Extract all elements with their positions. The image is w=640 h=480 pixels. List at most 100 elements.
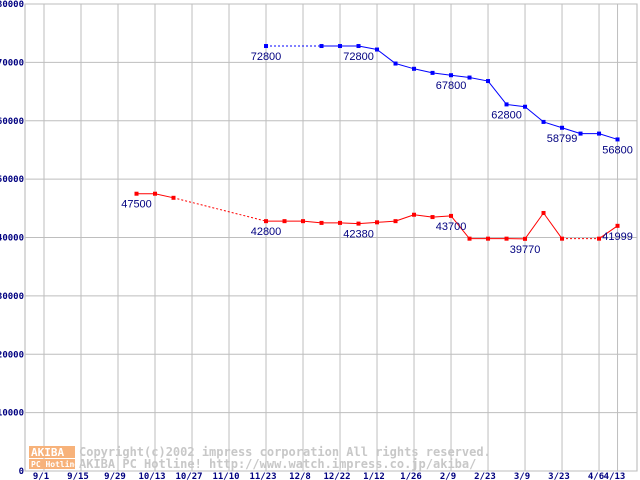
series-line-segment bbox=[302, 220, 322, 224]
data-point bbox=[523, 236, 528, 241]
data-label: 58799 bbox=[547, 133, 578, 145]
series-line-segment bbox=[395, 63, 415, 70]
data-label: 67800 bbox=[436, 80, 467, 92]
data-point bbox=[393, 61, 398, 66]
series-line-segment bbox=[358, 45, 378, 51]
data-point bbox=[393, 219, 398, 224]
x-tick-label: 2/9 bbox=[440, 472, 456, 480]
logo-akiba: AKIBA bbox=[31, 446, 64, 459]
data-point bbox=[264, 44, 269, 49]
data-point bbox=[375, 47, 380, 52]
series-line-segment bbox=[432, 215, 452, 218]
x-axis-ticks: 9/1 9/15 9/29 10/13 10/27 11/10 11/23 12/8 12/22… bbox=[33, 472, 626, 480]
y-tick-label: 60000 bbox=[0, 117, 24, 127]
series-line-segment bbox=[598, 133, 618, 140]
data-point bbox=[319, 220, 324, 225]
series-line-segment bbox=[561, 127, 581, 135]
series-line-segment bbox=[339, 222, 359, 225]
logo-top-bg bbox=[29, 446, 75, 458]
data-point bbox=[430, 215, 435, 220]
data-point bbox=[560, 125, 565, 130]
series-line-segment bbox=[395, 214, 415, 222]
y-tick-label: 30000 bbox=[0, 292, 24, 302]
series-line-segment bbox=[506, 103, 526, 108]
series-line-segment bbox=[524, 106, 544, 123]
x-tick-label: 2/23 bbox=[474, 472, 496, 480]
data-label: 43700 bbox=[436, 221, 467, 233]
data-point bbox=[615, 223, 620, 228]
series-line-segment bbox=[543, 121, 563, 129]
series-blue: 72800 72800 67800 62800 58799 56800 bbox=[251, 44, 633, 156]
x-tick-label: 9/15 bbox=[67, 472, 89, 480]
data-label: 72800 bbox=[251, 51, 282, 63]
data-label: 42380 bbox=[343, 229, 374, 241]
series-line-segment bbox=[469, 77, 489, 82]
watermark: AKIBA PC Hotline! Copyright(c)2002 impre… bbox=[29, 445, 491, 471]
data-label: 39770 bbox=[510, 244, 541, 256]
data-point bbox=[319, 44, 324, 49]
data-point bbox=[449, 213, 454, 218]
data-point bbox=[504, 102, 509, 107]
x-tick-label: 9/1 bbox=[33, 472, 49, 480]
data-point bbox=[578, 131, 583, 136]
data-label: 41999 bbox=[602, 231, 633, 243]
data-point bbox=[467, 75, 472, 80]
series-line-segment bbox=[432, 72, 452, 76]
data-point bbox=[523, 104, 528, 109]
data-point bbox=[467, 236, 472, 241]
data-label: 47500 bbox=[121, 199, 152, 211]
y-tick-label: 80000 bbox=[0, 0, 24, 10]
series-line-segment bbox=[376, 49, 396, 64]
data-point bbox=[560, 236, 565, 241]
x-tick-label: 12/8 bbox=[289, 472, 311, 480]
series-line-segment bbox=[487, 80, 507, 105]
series-layer: 72800 72800 67800 62800 58799 56800 47500 42800… bbox=[121, 44, 633, 256]
data-point bbox=[356, 221, 361, 226]
x-tick-label: 11/23 bbox=[249, 472, 276, 480]
series-line-segment bbox=[413, 68, 433, 74]
data-point bbox=[504, 236, 509, 241]
x-tick-label: 4/6 bbox=[588, 472, 604, 480]
series-red: 47500 42800 42380 43700 39770 41999 bbox=[121, 191, 633, 256]
x-tick-label: 11/10 bbox=[212, 472, 239, 480]
x-tick-label: 3/23 bbox=[548, 472, 570, 480]
data-point bbox=[486, 79, 491, 84]
y-tick-label: 10000 bbox=[0, 409, 24, 419]
y-tick-label: 0 bbox=[19, 467, 24, 477]
data-point bbox=[541, 210, 546, 215]
site-url-text: AKIBA PC Hotline! http://www.watch.impre… bbox=[79, 457, 476, 471]
x-tick-label: 4/13 bbox=[604, 472, 626, 480]
x-tick-label: 10/13 bbox=[138, 472, 165, 480]
data-label: 42800 bbox=[251, 226, 282, 238]
data-label: 62800 bbox=[491, 109, 522, 121]
x-tick-label: 10/27 bbox=[175, 472, 202, 480]
y-axis-ticks: 0 10000 20000 30000 40000 50000 60000 70000 8000… bbox=[0, 0, 24, 477]
series-line-segment bbox=[358, 221, 378, 225]
data-point bbox=[541, 119, 546, 124]
data-point bbox=[486, 236, 491, 241]
data-point bbox=[171, 195, 176, 200]
data-point bbox=[338, 220, 343, 225]
grid bbox=[24, 3, 638, 472]
data-point bbox=[282, 219, 287, 224]
y-tick-label: 20000 bbox=[0, 350, 24, 360]
data-point bbox=[375, 220, 380, 225]
data-point bbox=[412, 66, 417, 71]
x-tick-label: 3/9 bbox=[514, 472, 530, 480]
series-line-segment bbox=[154, 193, 174, 199]
data-point bbox=[430, 70, 435, 75]
series-line-segment bbox=[543, 212, 563, 239]
data-point bbox=[134, 191, 139, 196]
data-point bbox=[338, 44, 343, 49]
x-tick-label: 1/12 bbox=[363, 472, 385, 480]
data-label: 72800 bbox=[343, 51, 374, 63]
y-tick-label: 40000 bbox=[0, 234, 24, 244]
series-line-segment bbox=[450, 74, 470, 79]
x-tick-label: 1/26 bbox=[400, 472, 422, 480]
data-point bbox=[597, 236, 602, 241]
y-tick-label: 50000 bbox=[0, 175, 24, 185]
series-line-segment bbox=[598, 225, 618, 240]
x-tick-label: 12/22 bbox=[323, 472, 350, 480]
data-label: 56800 bbox=[602, 144, 633, 156]
